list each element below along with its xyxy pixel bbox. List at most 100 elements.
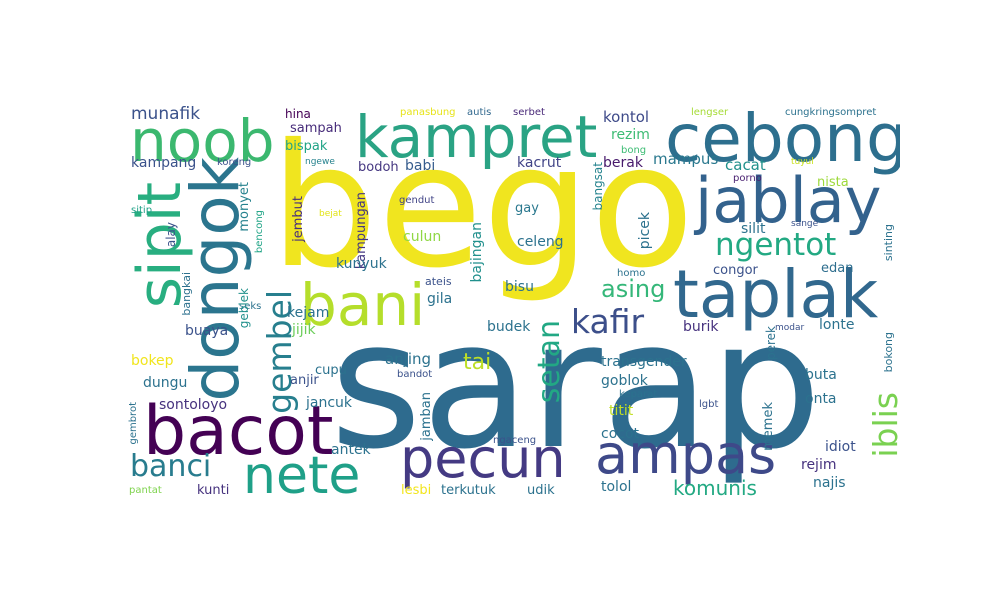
word-terkutuk: terkutuk [441, 483, 496, 498]
word-sange: sange [791, 219, 819, 229]
word-serbet: serbet [513, 107, 545, 118]
word-alay: alay [164, 222, 178, 248]
word-modar: modar [775, 323, 805, 333]
word-ateis: ateis [425, 275, 452, 288]
word-jamban: jamban [419, 392, 434, 441]
word-cupu: cupu [315, 363, 347, 378]
word-edan: edan [821, 261, 854, 276]
word-ampas: ampas [595, 423, 777, 486]
word-babi: babi [405, 158, 436, 174]
word-gila: gila [427, 291, 453, 307]
word-rejim: rejim [801, 457, 837, 473]
word-ngentot: ngentot [715, 227, 837, 263]
word-lengser: lengser [691, 107, 729, 118]
word-gembrot: gembrot [128, 402, 139, 445]
word-sitip: sitip [131, 205, 153, 216]
word-koreng: koreng [217, 157, 252, 168]
word-tolol: tolol [601, 479, 632, 495]
word-nete: nete [243, 446, 361, 501]
word-kampret: kampret [355, 103, 598, 171]
word-bispak: bispak [285, 139, 328, 154]
word-lgbt: lgbt [699, 399, 719, 410]
word-cungkringsompret: cungkringsompret [785, 107, 877, 118]
word-autis: autis [467, 107, 492, 118]
word-cloud: bego sarap noob kampret cebong dongok si… [125, 102, 900, 501]
word-taplak: taplak [673, 256, 879, 333]
word-bejat: bejat [319, 209, 342, 219]
word-setan: setan [532, 320, 567, 404]
word-budek: budek [487, 319, 531, 335]
word-bangsat: bangsat [591, 162, 605, 211]
word-kampang: kampang [131, 155, 197, 171]
word-jablay: jablay [695, 164, 882, 237]
word-tuyul: tuyul [791, 157, 814, 167]
word-bajingan: bajingan [469, 222, 485, 283]
word-dungu: dungu [143, 375, 188, 391]
word-munafik: munafik [131, 104, 201, 124]
word-gendut: gendut [399, 195, 435, 206]
word-cocot: cocot [601, 426, 640, 442]
word-rezim: rezim [611, 127, 650, 143]
word-buta: buta [805, 367, 837, 383]
word-monyet: monyet [237, 182, 252, 232]
word-kafir: kafir [571, 302, 645, 341]
word-berak: berak [603, 155, 643, 171]
word-udik: udik [527, 483, 555, 498]
word-picek: picek [637, 212, 653, 250]
word-bego: bego [270, 108, 695, 306]
word-bokong: bokong [882, 332, 895, 373]
word-seks: seks [239, 301, 262, 312]
word-memek: memek [761, 402, 776, 451]
word-kunti: kunti [197, 483, 230, 498]
word-bencong: bencong [254, 210, 265, 254]
word-geblek: geblek [237, 288, 251, 329]
word-pecun: pecun [400, 427, 566, 490]
word-buaya: buaya [185, 323, 229, 339]
word-antek: antek [331, 442, 371, 458]
word-noob: noob [130, 107, 275, 175]
word-sontoloyo: sontoloyo [159, 397, 228, 413]
word-bani: bani [300, 271, 426, 339]
word-ngaceng: ngaceng [493, 435, 537, 446]
word-nista: nista [817, 175, 849, 190]
word-hina: hina [285, 107, 311, 121]
word-bong: bong [621, 145, 647, 156]
word-asing: asing [601, 275, 666, 303]
word-banci: banci [130, 449, 212, 484]
word-culun: culun [403, 229, 442, 245]
word-idiot: idiot [825, 439, 856, 455]
word-ngewe: ngewe [305, 157, 335, 167]
word-celeng: celeng [517, 234, 564, 250]
word-kunyuk: kunyuk [336, 256, 387, 272]
word-tai: tai [463, 350, 492, 375]
word-silit: silit [741, 221, 766, 237]
word-transgender: transgender [601, 354, 687, 370]
word-kontol: kontol [603, 108, 650, 126]
word-najis: najis [813, 475, 846, 491]
word-kejam: kejam [287, 305, 330, 321]
word-burik: burik [683, 319, 719, 335]
word-mampus: mampus [653, 150, 719, 168]
word-cebong: cebong [665, 102, 900, 177]
word-bacot: bacot [143, 392, 334, 471]
word-homo: homo [617, 268, 646, 279]
word-bokep: bokep [131, 353, 174, 369]
word-bangkai: bangkai [180, 272, 193, 316]
word-lesbi: lesbi [401, 483, 432, 498]
word-sinting: sinting [882, 224, 895, 262]
word-kacrut: kacrut [517, 155, 562, 171]
word-onta: onta [805, 391, 837, 407]
word-porno: porno [733, 173, 762, 184]
word-anjir: anjir [290, 373, 319, 388]
word-cacat: cacat [725, 156, 766, 174]
word-keparat: keparat [619, 389, 658, 400]
word-panasbung: panasbung [400, 107, 456, 118]
word-anjing: anjing [385, 350, 432, 368]
word-titit: titit [609, 403, 634, 419]
word-komunis: komunis [673, 476, 757, 500]
word-jembut: jembut [291, 196, 306, 242]
word-jijik: jijik [292, 322, 316, 338]
word-bodoh: bodoh [358, 160, 399, 175]
word-bandot: bandot [397, 369, 433, 380]
word-bisu: bisu [505, 279, 534, 295]
